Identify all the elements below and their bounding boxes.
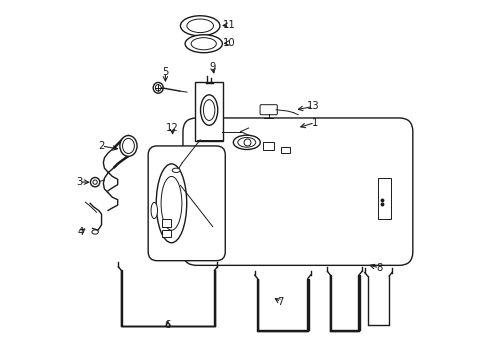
Bar — [281, 147, 290, 153]
Ellipse shape — [187, 19, 214, 32]
Ellipse shape — [92, 230, 98, 234]
Text: 12: 12 — [166, 123, 179, 133]
Ellipse shape — [233, 135, 260, 149]
FancyBboxPatch shape — [183, 118, 413, 265]
Ellipse shape — [203, 100, 215, 121]
Text: 6: 6 — [165, 320, 171, 330]
Ellipse shape — [155, 85, 161, 91]
FancyBboxPatch shape — [195, 82, 223, 141]
Circle shape — [91, 177, 100, 187]
Ellipse shape — [200, 95, 218, 125]
Ellipse shape — [153, 82, 163, 93]
Text: 9: 9 — [210, 62, 216, 72]
Text: 1: 1 — [312, 118, 318, 128]
Ellipse shape — [122, 138, 134, 153]
Ellipse shape — [238, 138, 256, 147]
Text: 7: 7 — [278, 297, 284, 307]
Ellipse shape — [185, 35, 222, 53]
Bar — [263, 142, 274, 149]
Text: 13: 13 — [307, 102, 319, 112]
Text: 5: 5 — [162, 67, 169, 77]
Circle shape — [93, 180, 97, 184]
Ellipse shape — [151, 202, 157, 219]
Text: 8: 8 — [376, 263, 383, 273]
Text: 2: 2 — [98, 141, 105, 151]
Bar — [162, 220, 171, 226]
Text: 10: 10 — [222, 38, 235, 48]
Bar — [378, 178, 392, 220]
Ellipse shape — [156, 164, 187, 243]
Text: 4: 4 — [77, 227, 84, 237]
Text: 3: 3 — [76, 177, 82, 187]
Ellipse shape — [180, 16, 220, 36]
FancyBboxPatch shape — [260, 105, 277, 115]
Ellipse shape — [172, 168, 180, 172]
Text: 11: 11 — [222, 20, 235, 30]
Bar — [162, 230, 171, 237]
Ellipse shape — [120, 135, 137, 156]
FancyBboxPatch shape — [148, 146, 225, 261]
Ellipse shape — [191, 38, 217, 50]
Ellipse shape — [161, 176, 182, 230]
